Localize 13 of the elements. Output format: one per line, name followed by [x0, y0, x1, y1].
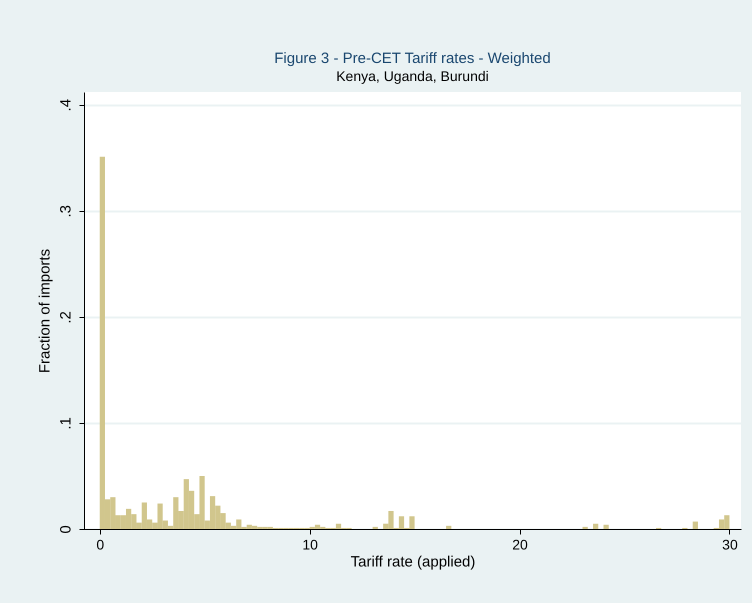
y-tick-label: .3: [58, 205, 74, 218]
x-tick-label: 20: [512, 536, 528, 552]
chart-title: Figure 3 - Pre-CET Tariff rates - Weighted: [274, 50, 551, 67]
x-tick-label: 10: [302, 536, 318, 552]
x-tick-label: 30: [722, 536, 738, 552]
y-tick-label: .4: [58, 98, 74, 112]
y-tick-label: .2: [58, 311, 74, 324]
y-axis-title: Fraction of imports: [36, 248, 54, 374]
x-axis-title: Tariff rate (applied): [350, 554, 476, 570]
y-tick-label: .1: [58, 417, 74, 430]
y-tick-label: 0: [58, 525, 74, 534]
x-tick-label: 0: [96, 536, 104, 552]
chart-subtitle: Kenya, Uganda, Burundi: [336, 68, 489, 84]
